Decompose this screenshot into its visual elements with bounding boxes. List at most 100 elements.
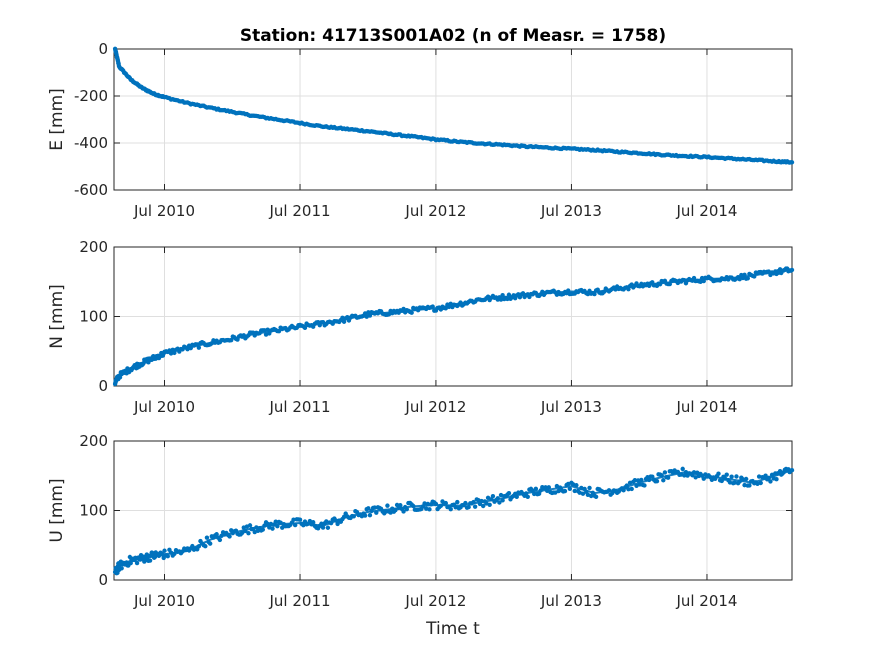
- x-tick-label: Jul 2013: [540, 592, 602, 610]
- data-point: [719, 478, 724, 484]
- data-point: [243, 528, 248, 534]
- data-point: [217, 537, 223, 543]
- data-point: [722, 476, 728, 481]
- data-point: [646, 477, 652, 483]
- data-point: [659, 473, 664, 478]
- data-point: [393, 507, 398, 513]
- data-point: [743, 476, 749, 482]
- data-point: [740, 477, 746, 482]
- series-points: [112, 266, 795, 387]
- data-point: [626, 486, 631, 492]
- figure-title: Station: 41713S001A02 (n of Measr. = 175…: [240, 26, 666, 46]
- data-point: [297, 517, 303, 522]
- data-point: [196, 544, 202, 549]
- data-point: [734, 474, 739, 479]
- data-point: [624, 483, 630, 488]
- data-point: [351, 514, 356, 519]
- data-point: [580, 491, 586, 496]
- y-tick-label: 0: [98, 377, 108, 395]
- y-axis-label: E [mm]: [47, 88, 67, 151]
- data-point: [362, 513, 368, 518]
- data-point: [661, 478, 666, 483]
- y-tick-label: -200: [74, 87, 108, 105]
- y-tick-label: -400: [74, 134, 108, 152]
- data-point: [310, 520, 316, 525]
- data-point: [768, 479, 773, 484]
- data-point: [593, 494, 599, 499]
- data-point: [372, 505, 377, 510]
- data-point: [505, 296, 510, 302]
- data-point: [463, 500, 468, 506]
- data-point: [506, 491, 512, 496]
- data-point: [471, 499, 476, 505]
- data-point: [606, 488, 612, 493]
- data-point: [204, 535, 210, 540]
- data-point: [227, 534, 232, 539]
- data-point: [117, 375, 123, 380]
- data-point: [632, 477, 638, 483]
- y-tick-label: -600: [74, 181, 108, 199]
- data-point: [487, 502, 492, 507]
- data-point: [320, 525, 326, 530]
- data-point: [716, 471, 721, 476]
- data-point: [335, 521, 340, 527]
- data-point: [729, 474, 734, 479]
- data-point: [260, 527, 266, 532]
- data-point: [574, 483, 579, 488]
- data-point: [270, 526, 275, 531]
- x-tick-label: Jul 2014: [675, 592, 737, 610]
- x-tick-label: Jul 2011: [268, 398, 330, 416]
- data-point: [742, 482, 747, 488]
- data-point: [562, 488, 568, 494]
- data-point: [438, 503, 444, 509]
- data-point: [262, 523, 267, 528]
- data-point: [572, 488, 577, 494]
- data-point: [207, 541, 213, 546]
- data-point: [789, 267, 795, 273]
- data-point: [466, 504, 471, 510]
- data-point: [430, 304, 435, 309]
- data-point: [345, 315, 350, 320]
- data-point: [747, 483, 752, 488]
- data-point: [566, 288, 571, 293]
- data-point: [629, 486, 634, 492]
- data-point: [172, 551, 177, 557]
- data-point: [472, 504, 478, 509]
- data-point: [701, 476, 706, 481]
- data-point: [587, 485, 592, 491]
- data-point: [533, 486, 539, 492]
- x-tick-label: Jul 2010: [133, 202, 195, 220]
- data-point: [162, 548, 167, 553]
- data-point: [367, 513, 373, 518]
- data-point: [758, 480, 763, 486]
- data-point: [228, 338, 234, 343]
- data-point: [147, 558, 153, 563]
- data-point: [506, 292, 512, 297]
- data-point: [543, 485, 548, 490]
- data-point: [367, 313, 373, 318]
- series-trend: [114, 469, 793, 574]
- data-point: [682, 473, 687, 478]
- axes-box: [113, 48, 793, 191]
- data-point: [665, 475, 671, 480]
- data-point: [425, 501, 431, 507]
- x-tick-label: Jul 2012: [404, 592, 466, 610]
- data-point: [319, 521, 324, 526]
- data-point: [168, 351, 174, 356]
- x-tick-label: Jul 2012: [404, 202, 466, 220]
- y-tick-label: 0: [98, 571, 108, 589]
- data-point: [680, 466, 685, 472]
- data-point: [495, 496, 500, 501]
- data-point: [724, 472, 729, 477]
- data-point: [546, 485, 551, 490]
- data-point: [500, 292, 505, 298]
- y-tick-label: 200: [79, 238, 108, 256]
- data-point: [691, 470, 697, 475]
- data-point: [427, 507, 432, 512]
- y-tick-label: 200: [79, 432, 108, 450]
- panels: Jul 2010 Jul 2011 Jul 2012 Jul 2013 Jul 2014…: [47, 40, 795, 610]
- data-point: [188, 345, 193, 351]
- x-tick-label: Jul 2010: [133, 398, 195, 416]
- data-point: [443, 306, 448, 311]
- data-point: [165, 554, 170, 559]
